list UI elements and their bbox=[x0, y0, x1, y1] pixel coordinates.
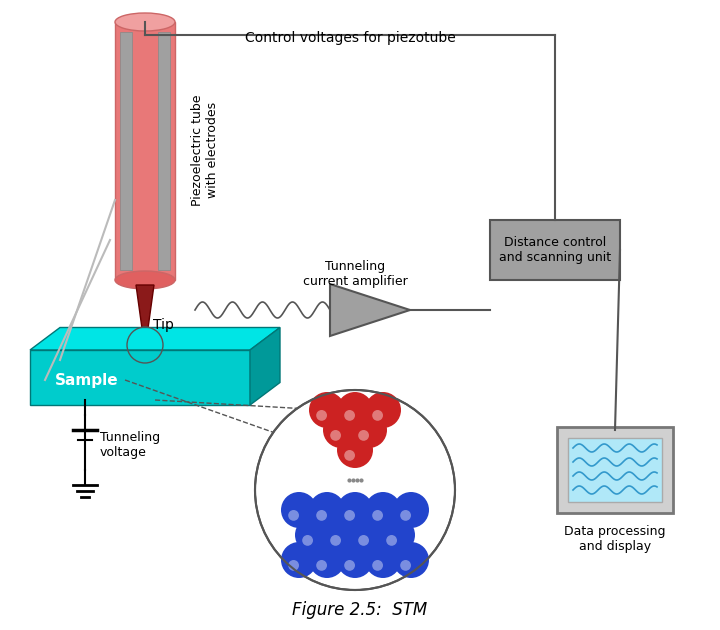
Circle shape bbox=[344, 510, 355, 521]
Circle shape bbox=[365, 492, 401, 528]
Circle shape bbox=[344, 410, 355, 421]
Circle shape bbox=[288, 510, 299, 521]
Text: Piezoelectric tube
with electrodes: Piezoelectric tube with electrodes bbox=[191, 94, 219, 206]
Circle shape bbox=[372, 410, 383, 421]
Circle shape bbox=[365, 392, 401, 428]
Polygon shape bbox=[136, 285, 154, 350]
Circle shape bbox=[323, 517, 359, 553]
Circle shape bbox=[372, 510, 383, 521]
Circle shape bbox=[351, 412, 387, 448]
Polygon shape bbox=[330, 284, 410, 336]
Circle shape bbox=[316, 560, 327, 571]
Circle shape bbox=[365, 542, 401, 578]
Text: Figure 2.5:  STM: Figure 2.5: STM bbox=[292, 601, 428, 619]
Circle shape bbox=[323, 412, 359, 448]
Text: Distance control
and scanning unit: Distance control and scanning unit bbox=[499, 236, 611, 264]
FancyBboxPatch shape bbox=[490, 220, 620, 280]
Circle shape bbox=[337, 492, 373, 528]
Text: Sample: Sample bbox=[55, 372, 119, 387]
Polygon shape bbox=[30, 350, 250, 405]
Circle shape bbox=[309, 542, 345, 578]
FancyBboxPatch shape bbox=[557, 427, 673, 513]
Circle shape bbox=[359, 535, 369, 546]
Circle shape bbox=[309, 492, 345, 528]
Circle shape bbox=[344, 560, 355, 571]
Circle shape bbox=[372, 560, 383, 571]
Text: Control voltages for piezotube: Control voltages for piezotube bbox=[245, 31, 455, 45]
Ellipse shape bbox=[115, 271, 175, 289]
Circle shape bbox=[302, 535, 313, 546]
Circle shape bbox=[281, 542, 317, 578]
Circle shape bbox=[337, 392, 373, 428]
Circle shape bbox=[255, 390, 455, 590]
FancyBboxPatch shape bbox=[115, 22, 175, 280]
Circle shape bbox=[400, 560, 411, 571]
Circle shape bbox=[393, 542, 429, 578]
Circle shape bbox=[281, 492, 317, 528]
Polygon shape bbox=[30, 328, 280, 350]
Polygon shape bbox=[250, 328, 280, 405]
Circle shape bbox=[386, 535, 397, 546]
Circle shape bbox=[359, 430, 369, 441]
Circle shape bbox=[288, 560, 299, 571]
Text: Tunneling
voltage: Tunneling voltage bbox=[100, 431, 160, 459]
Circle shape bbox=[330, 535, 341, 546]
Ellipse shape bbox=[115, 13, 175, 31]
Text: Tip: Tip bbox=[153, 318, 174, 332]
Circle shape bbox=[351, 517, 387, 553]
Circle shape bbox=[393, 492, 429, 528]
FancyBboxPatch shape bbox=[568, 438, 662, 502]
Circle shape bbox=[316, 410, 327, 421]
Circle shape bbox=[400, 510, 411, 521]
Text: Tunneling
current amplifier: Tunneling current amplifier bbox=[302, 260, 408, 288]
Circle shape bbox=[309, 392, 345, 428]
Circle shape bbox=[379, 517, 415, 553]
Circle shape bbox=[344, 450, 355, 461]
Circle shape bbox=[295, 517, 331, 553]
Circle shape bbox=[337, 432, 373, 468]
Bar bbox=[158, 32, 170, 270]
Circle shape bbox=[316, 510, 327, 521]
Circle shape bbox=[337, 542, 373, 578]
Bar bbox=[120, 32, 132, 270]
Circle shape bbox=[330, 430, 341, 441]
Text: Data processing
and display: Data processing and display bbox=[564, 525, 666, 553]
